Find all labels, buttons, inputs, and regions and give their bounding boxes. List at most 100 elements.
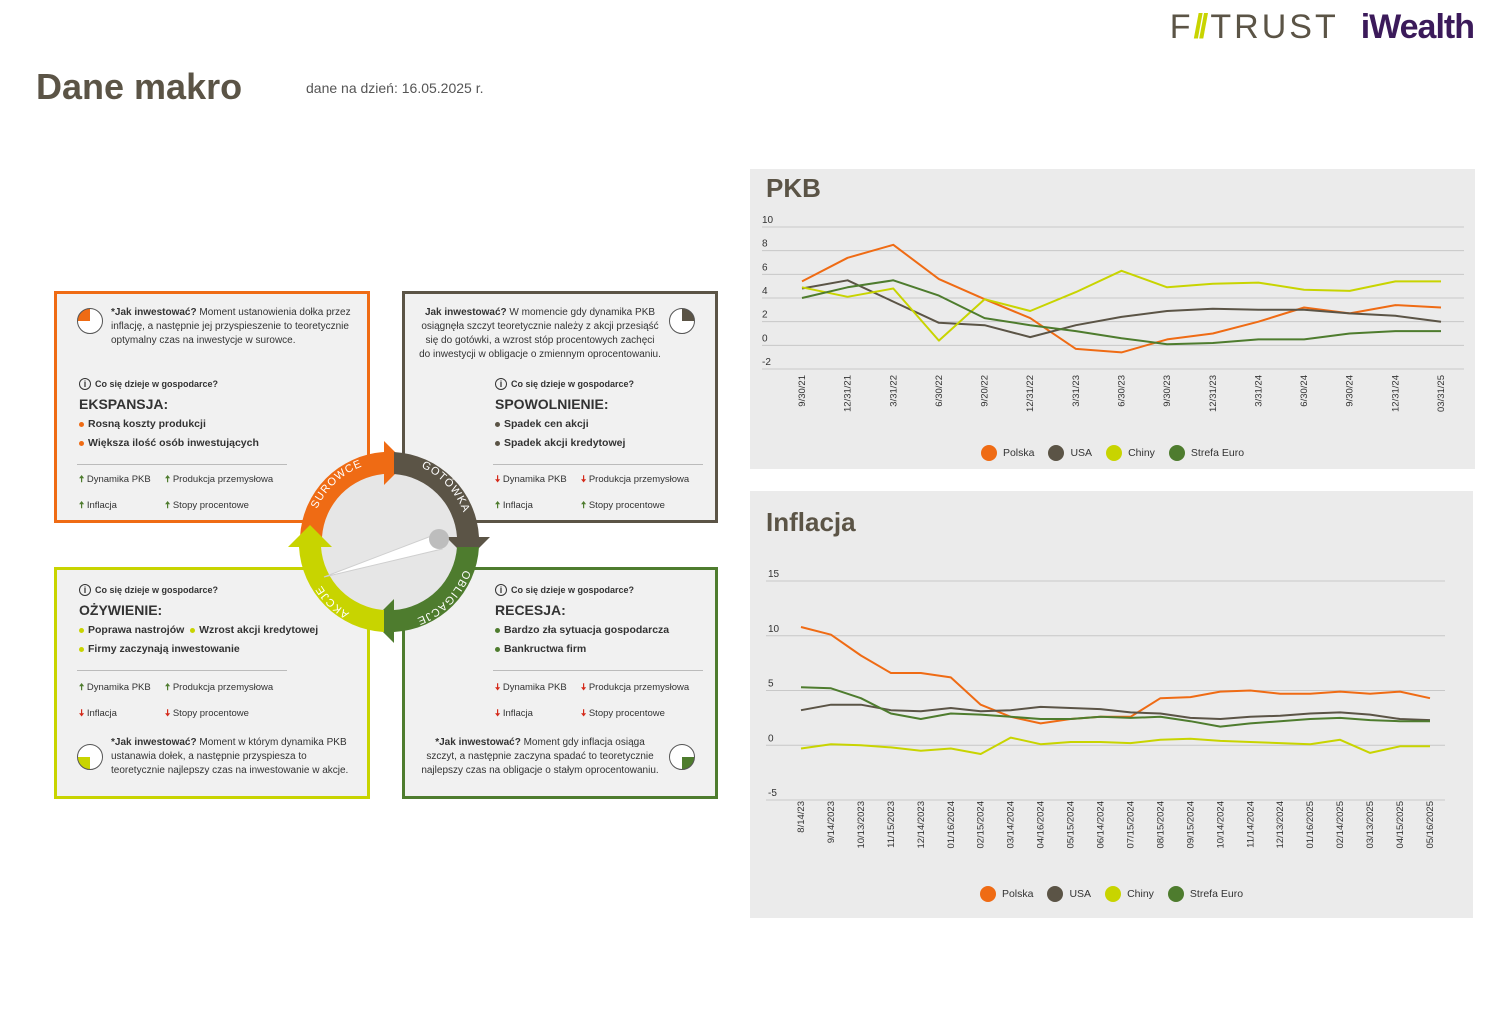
- legend-item: Strefa Euro: [1168, 445, 1245, 461]
- arrow-down-icon: 🠇: [79, 708, 85, 719]
- series-line-chiny: [801, 269, 1441, 342]
- x-tick-label: 05/15/2024: [1066, 801, 1077, 849]
- arrow-up-icon: 🠅: [165, 500, 171, 511]
- chart-title: PKB: [766, 173, 821, 203]
- indicator-grid: 🠅 Dynamika PKB 🠅 Produkcja przemysłowa 🠇…: [79, 680, 285, 722]
- economy-block: i Co się dzieje w gospodarce? SPOWOLNIENI…: [495, 378, 634, 453]
- chart-legend: Polska USA Chiny Strefa Euro: [750, 445, 1475, 461]
- x-tick-label: 3/31/24: [1253, 375, 1264, 407]
- arrow-down-icon: 🠇: [581, 708, 587, 719]
- arrow-surowce: [300, 441, 406, 537]
- indicator-grid: 🠇 Dynamika PKB 🠇 Produkcja przemysłowa 🠅…: [495, 472, 701, 514]
- legend-label: USA: [1069, 888, 1092, 900]
- phase-title: OŻYWIENIE:: [79, 602, 163, 618]
- x-tick-label: 9/20/22: [980, 375, 991, 407]
- x-tick-label: 02/15/2024: [976, 801, 987, 849]
- legend-item: USA: [1048, 445, 1092, 461]
- arrow-up-icon: 🠅: [165, 474, 171, 485]
- logo-group: F//TRUST iWealth: [1169, 8, 1475, 47]
- legend-item: Chiny: [1106, 445, 1155, 461]
- legend-label: Strefa Euro: [1189, 888, 1244, 900]
- legend-label: Polska: [1001, 888, 1034, 900]
- series-line-usa: [800, 703, 1431, 722]
- arrow-down-icon: 🠇: [495, 474, 501, 485]
- indicator-rates: 🠇 Stopy procentowe: [165, 708, 249, 719]
- pie-quarter-icon: [669, 744, 695, 770]
- legend-item: Chiny: [1105, 886, 1154, 902]
- x-tick-label: 03/14/2024: [1006, 801, 1017, 849]
- arrow-akcje: [288, 525, 384, 632]
- x-tick-label: 3/31/22: [888, 375, 899, 407]
- indicator-prod: 🠅 Produkcja przemysłowa: [165, 474, 274, 485]
- economy-block: i Co się dzieje w gospodarce? EKSPANSJA: …: [79, 378, 259, 453]
- x-tick-label: 04/15/2025: [1395, 801, 1406, 849]
- divider: [493, 464, 703, 465]
- legend-label: Strefa Euro: [1190, 447, 1245, 459]
- economy-block: i Co się dzieje w gospodarce? OŻYWIENIE: …: [79, 584, 318, 659]
- series-line-strefa-euro: [800, 686, 1430, 728]
- legend-swatch: [1048, 445, 1065, 461]
- arrow-up-icon: 🠅: [79, 682, 85, 693]
- x-tick-label: 6/30/24: [1299, 375, 1310, 407]
- series-line-polska: [800, 626, 1431, 725]
- quadrant-expansion: *Jak inwestować? Moment ustanowienia doł…: [54, 291, 370, 523]
- list-item: Spadek cen akcji: [495, 415, 634, 434]
- indicator-prod: 🠇 Produkcja przemysłowa: [581, 682, 690, 693]
- date-note: dane na dzień: 16.05.2025 r.: [306, 80, 484, 96]
- x-tick-label: 12/31/24: [1390, 375, 1401, 412]
- x-tick-label: 12/31/22: [1025, 375, 1036, 412]
- y-tick-label: 6: [762, 262, 768, 273]
- indicator-inf: 🠇 Inflacja: [79, 708, 117, 719]
- chart-title: Inflacja: [766, 507, 856, 537]
- y-tick-label: 10: [768, 624, 780, 635]
- quadrant-recession: i Co się dzieje w gospodarce? RECESJA: Ba…: [402, 567, 718, 799]
- indicator-prod: 🠇 Produkcja przemysłowa: [581, 474, 690, 485]
- inflation-chart-panel: Inflacja -5 0 5 10 15 8/14/23 9/14/2023 10/13/2…: [750, 491, 1473, 918]
- pkb-chart-panel: PKB -2 0 2 4 6 8 10 9/30/21 12/31/21 3/31/22 6/30/…: [750, 169, 1475, 469]
- chart-legend: Polska USA Chiny Strefa Euro: [750, 886, 1473, 902]
- legend-swatch: [979, 886, 996, 902]
- info-icon: i: [79, 378, 91, 390]
- quadrant-recovery: i Co się dzieje w gospodarce? OŻYWIENIE: …: [54, 567, 370, 799]
- economic-cycle-diagram: *Jak inwestować? Moment ustanowienia doł…: [54, 291, 718, 799]
- x-tick-label: 05/16/2025: [1425, 801, 1436, 849]
- legend-swatch: [1168, 445, 1185, 461]
- info-icon: i: [79, 584, 91, 596]
- legend-item: Polska: [980, 445, 1035, 461]
- x-tick-label: 12/31/21: [843, 375, 854, 412]
- x-tick-label: 09/15/2024: [1185, 801, 1196, 849]
- page-title: Dane makro: [36, 66, 243, 107]
- indicator-pkb: 🠅 Dynamika PKB: [79, 474, 151, 485]
- how-to-invest-text: Jak inwestować? W momencie gdy dynamika …: [419, 307, 661, 360]
- arrow-down-icon: 🠇: [495, 682, 501, 693]
- arrow-down-icon: 🠇: [495, 708, 501, 719]
- legend-label: Polska: [1002, 447, 1035, 459]
- x-tick-label: 10/13/2023: [856, 801, 867, 849]
- arrow-up-icon: 🠅: [79, 500, 85, 511]
- phase-title: RECESJA:: [495, 602, 566, 618]
- how-to-invest-text: *Jak inwestować? Moment gdy inflacja osi…: [421, 737, 659, 776]
- divider: [493, 670, 703, 671]
- x-tick-label: 12/14/2023: [916, 801, 927, 849]
- indicator-inf: 🠅 Inflacja: [495, 500, 533, 511]
- arrow-obligacje: [372, 547, 479, 643]
- series-line-chiny: [800, 736, 1430, 755]
- x-tick-label: 07/15/2024: [1125, 801, 1136, 849]
- y-tick-label: 4: [762, 286, 768, 297]
- wheel-center: [309, 462, 469, 622]
- indicator-inf: 🠅 Inflacja: [79, 500, 117, 511]
- legend-swatch: [1105, 886, 1122, 902]
- fitrust-logo: F//TRUST: [1169, 8, 1339, 46]
- info-icon: i: [495, 378, 507, 390]
- x-tick-label: 10/14/2024: [1215, 801, 1226, 849]
- arrow-down-icon: 🠇: [581, 682, 587, 693]
- x-tick-label: 04/16/2024: [1036, 801, 1047, 849]
- series-line-strefa-euro: [801, 279, 1441, 346]
- list-item: Firmy zaczynają inwestowanie: [79, 640, 318, 659]
- legend-label: USA: [1070, 447, 1093, 459]
- indicator-prod: 🠅 Produkcja przemysłowa: [165, 682, 274, 693]
- legend-item: Polska: [979, 886, 1034, 902]
- indicator-rates: 🠅 Stopy procentowe: [165, 500, 249, 511]
- arrow-up-icon: 🠅: [79, 474, 85, 485]
- x-tick-label: 11/14/2024: [1245, 801, 1256, 848]
